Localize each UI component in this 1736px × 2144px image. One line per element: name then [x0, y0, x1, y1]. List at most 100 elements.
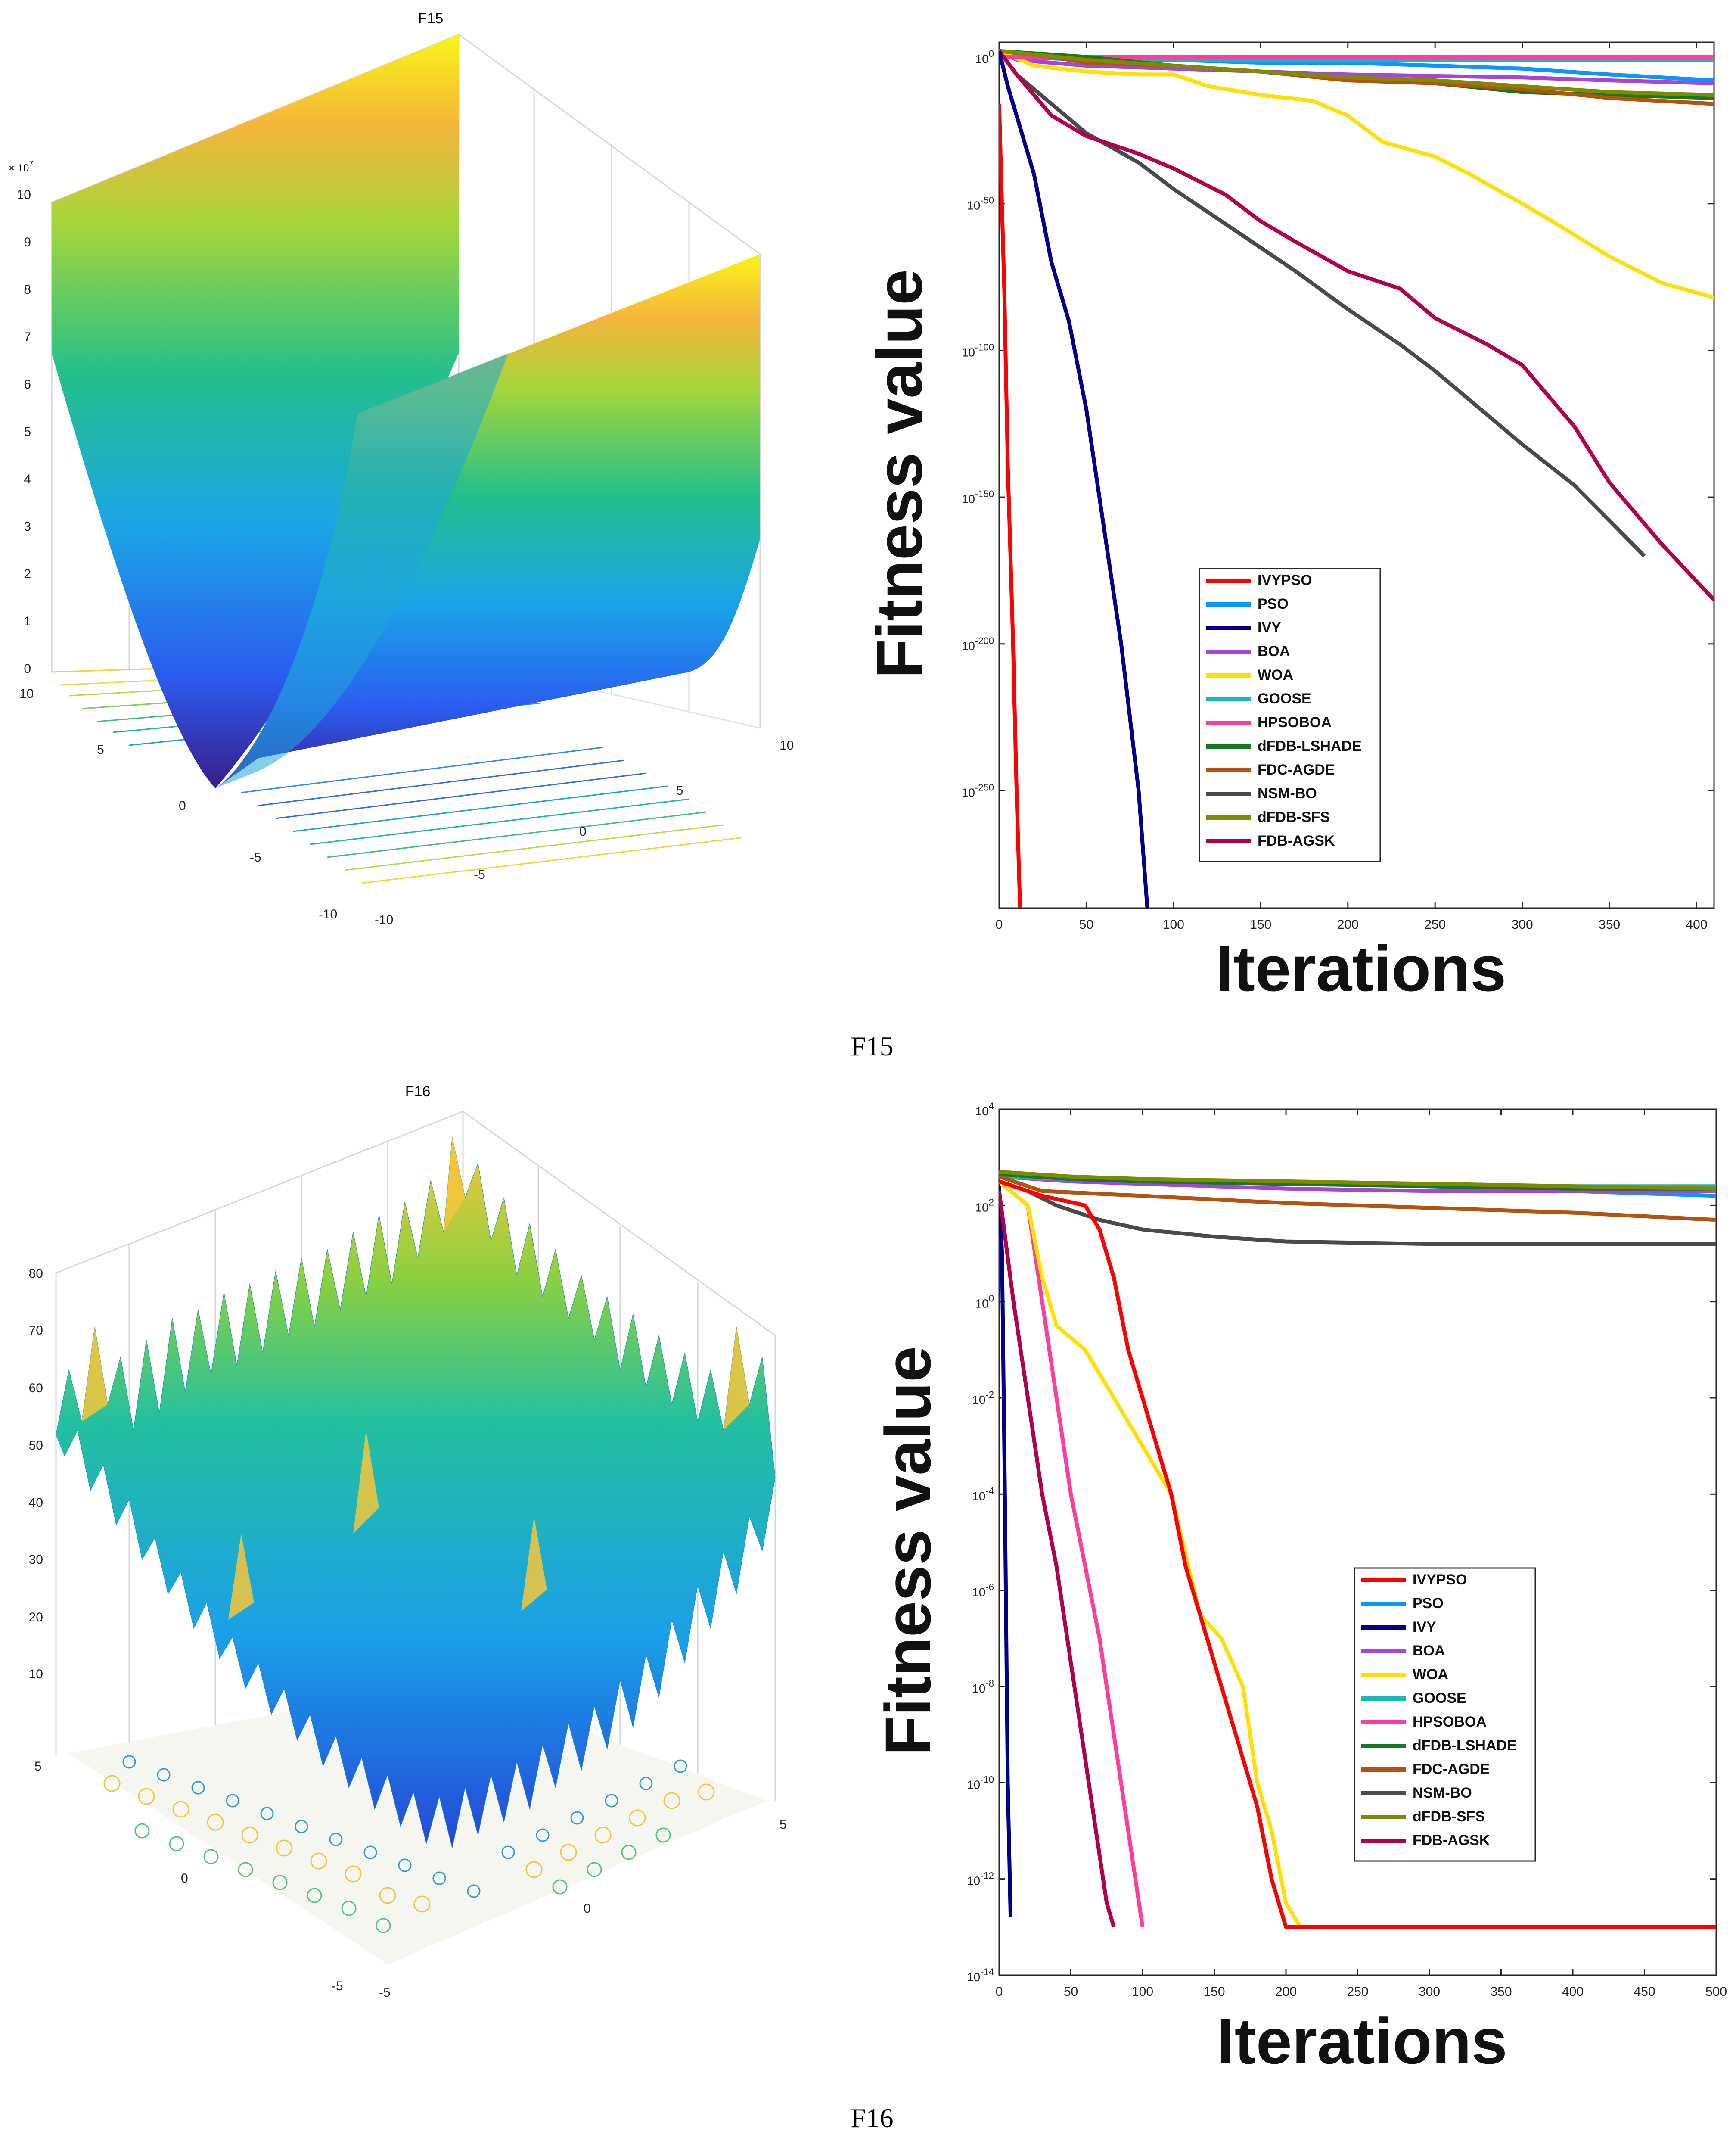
y-axis: 5 0 -5 — [34, 1759, 343, 1993]
z-tick: 40 — [29, 1496, 43, 1510]
y-tick: -5 — [250, 850, 261, 865]
x-tick: -10 — [375, 913, 393, 927]
contour-floor — [69, 1680, 767, 1964]
z-tick: 3 — [24, 520, 31, 534]
z-axis: 10 20 30 40 50 60 70 80 — [29, 1266, 43, 1681]
y-tick-label: 10-200 — [962, 635, 994, 653]
legend-label: IVY — [1258, 619, 1281, 636]
x-tick-label: 500 — [1705, 1985, 1727, 1999]
y-tick: -5 — [332, 1979, 343, 1993]
convergence-chart-f16: 0 50 100 150 200 250 300 350 400 450 500 104 102 100 1… — [872, 1101, 1727, 2077]
surface-plot-f15: F15 — [9, 10, 794, 927]
z-tick: 10 — [17, 188, 31, 202]
y-tick: -10 — [319, 907, 337, 921]
z-tick: 70 — [29, 1323, 43, 1338]
y-tick-label: 10-150 — [962, 489, 994, 506]
series-line-dfdb-sfs — [999, 1170, 1716, 1191]
legend-label: IVYPSO — [1413, 1571, 1467, 1588]
legend-label: dFDB-SFS — [1413, 1808, 1485, 1825]
y-tick-label: 10-10 — [967, 1774, 994, 1791]
surface-peaks — [82, 1137, 749, 1620]
y-axis-label: Fitness value — [872, 1346, 944, 1755]
z-axis: 0 1 2 3 4 5 6 7 8 9 10 — [17, 188, 31, 676]
legend-box — [1199, 568, 1381, 862]
x-tick-label: 150 — [1250, 918, 1271, 932]
x-tick-label: 300 — [1419, 1985, 1440, 1999]
y-tick-label: 104 — [975, 1101, 994, 1118]
z-tick: 10 — [29, 1667, 43, 1681]
z-tick: 30 — [29, 1553, 43, 1567]
z-tick: 7 — [24, 330, 31, 344]
legend-label: HPSOBOA — [1258, 714, 1332, 731]
legend-label: GOOSE — [1413, 1690, 1466, 1706]
x-tick-label: 400 — [1686, 918, 1707, 932]
z-exponent: × 107 — [9, 159, 33, 174]
legend-label: NSM-BO — [1258, 785, 1317, 802]
y-tick-label: 10-12 — [967, 1870, 994, 1888]
x-tick-label: 150 — [1203, 1985, 1225, 1999]
x-tick: 5 — [779, 1817, 787, 1832]
series-lines — [999, 1170, 1716, 1929]
z-tick: 9 — [24, 235, 31, 249]
y-tick-label: 10-8 — [972, 1678, 994, 1695]
series-line-ivypso — [999, 1179, 1716, 1929]
legend-label: FDC-AGDE — [1413, 1761, 1490, 1777]
y-tick: 10 — [19, 687, 34, 701]
z-tick: 5 — [24, 425, 31, 439]
z-tick: 20 — [29, 1610, 43, 1624]
y-tick-label: 10-100 — [962, 342, 994, 359]
series-line-fdb-agsk — [999, 50, 1714, 601]
z-tick: 80 — [29, 1266, 43, 1281]
z-tick: 60 — [29, 1381, 43, 1395]
x-tick: 0 — [579, 825, 587, 839]
legend-label: dFDB-SFS — [1258, 809, 1330, 825]
x-tick: -5 — [474, 868, 485, 882]
y-tick-label: 100 — [975, 1293, 994, 1310]
series-lines — [999, 49, 1714, 908]
series-line-woa — [999, 49, 1714, 300]
series-line-boa — [999, 1174, 1716, 1193]
y-tick-label: 10-4 — [972, 1485, 994, 1503]
y-tick-label: 102 — [975, 1197, 994, 1214]
y-tick-label: 10-250 — [962, 782, 994, 799]
surface-inner — [215, 353, 508, 788]
series-line-nsm-bo — [999, 1179, 1716, 1246]
x-tick-label: 250 — [1347, 1985, 1368, 1999]
x-tick-label: 200 — [1275, 1985, 1297, 1999]
y-tick-label: 10-50 — [967, 195, 994, 212]
legend-label: PSO — [1258, 596, 1289, 612]
x-tick-label: 350 — [1490, 1985, 1512, 1999]
legend-label: GOOSE — [1258, 691, 1311, 707]
y-tick-label: 10-14 — [967, 1967, 994, 1984]
series-line-ivy — [999, 50, 1149, 908]
y-tick: 5 — [34, 1759, 42, 1774]
figure-caption-f15: F15 — [851, 1031, 894, 1061]
y-axis: 10 5 0 -5 -10 — [19, 687, 337, 921]
legend-label: FDC-AGDE — [1258, 762, 1335, 778]
x-tick-label: 50 — [1064, 1985, 1078, 1999]
series-line-ivy — [999, 1186, 1013, 1918]
series-line-dfdb-sfs — [999, 49, 1714, 97]
series-line-nsm-bo — [999, 50, 1646, 557]
surface-plot-f16: F16 — [29, 1083, 787, 2000]
x-tick: -5 — [379, 1985, 391, 2000]
surface-back — [52, 34, 459, 788]
x-axis-label: Iterations — [1215, 932, 1506, 1005]
x-axis-label: Iterations — [1217, 2005, 1507, 2077]
legend-label: WOA — [1258, 667, 1293, 683]
y-tick-label: 10-6 — [972, 1582, 994, 1599]
legend-label: IVY — [1413, 1619, 1436, 1635]
y-tick-label: 100 — [975, 48, 994, 65]
z-tick: 50 — [29, 1438, 43, 1453]
legend-label: FDB-AGSK — [1258, 833, 1335, 849]
z-tick: 6 — [24, 377, 31, 392]
y-tick: 5 — [97, 743, 104, 757]
legend-label: NSM-BO — [1413, 1785, 1472, 1801]
series-line-dfdb-lshade — [999, 1172, 1716, 1191]
legend-label: BOA — [1413, 1643, 1445, 1659]
x-tick-label: 50 — [1079, 918, 1093, 932]
x-tick-label: 400 — [1562, 1985, 1584, 1999]
y-tick: 0 — [179, 799, 186, 813]
series-line-fdc-agde — [999, 1175, 1716, 1222]
